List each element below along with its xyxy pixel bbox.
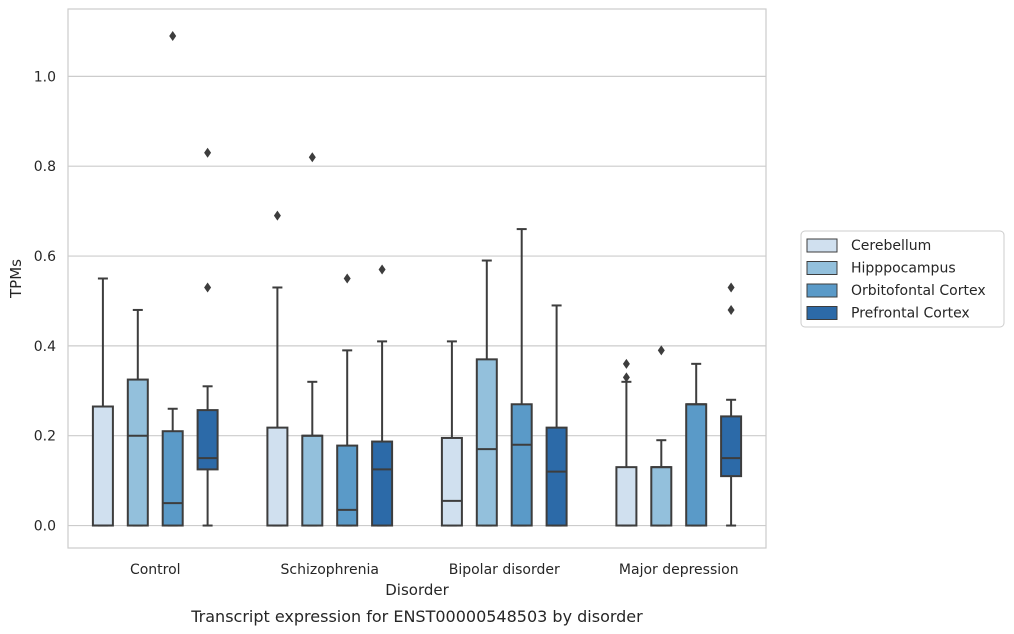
box (196, 409, 219, 471)
series-cerebellum (91, 210, 638, 527)
outlier-point (657, 345, 665, 356)
legend: Cerebellum Hipppocampus Orbitofontal Corte… (800, 230, 1005, 328)
box (371, 440, 394, 527)
outlier-point (169, 30, 177, 41)
x-tick-label: Bipolar disorder (449, 562, 560, 578)
box (475, 358, 498, 527)
y-tick-label: 1.0 (34, 69, 56, 85)
legend-frame (800, 230, 1005, 328)
outlier-point (622, 358, 630, 369)
x-axis-ticks: Control Schizophrenia Bipolar disorder Majo… (130, 562, 739, 578)
legend-swatch (806, 261, 838, 275)
legend-swatch (806, 306, 838, 320)
outlier-point (378, 264, 386, 275)
x-tick-label: Major depression (619, 562, 739, 578)
outlier-point (308, 152, 316, 163)
y-tick-label: 0.4 (34, 339, 56, 355)
box (650, 466, 673, 527)
y-axis-label: TPMs (7, 259, 25, 299)
legend-label: Orbitofontal Cortex (851, 283, 986, 299)
plot-frame (67, 8, 767, 549)
outlier-point (727, 282, 735, 293)
box (266, 426, 289, 527)
box-series (91, 30, 743, 527)
y-axis-ticks: 0.0 0.2 0.4 0.6 0.8 1.0 (34, 69, 56, 534)
y-tick-label: 0.0 (34, 519, 56, 535)
y-tick-label: 0.8 (34, 159, 56, 175)
legend-label: Cerebellum (851, 238, 931, 254)
grid-lines (68, 75, 766, 527)
box (720, 415, 743, 478)
box (615, 466, 638, 527)
legend-swatch (806, 283, 838, 298)
outlier-point (727, 304, 735, 315)
box (336, 444, 359, 527)
box (161, 430, 184, 527)
outlier-point (204, 147, 212, 158)
series-hipppocampus (126, 152, 673, 527)
series-orbitofontal-cortex (161, 30, 708, 527)
box (126, 378, 149, 527)
box (301, 434, 324, 527)
box (440, 436, 463, 527)
y-tick-label: 0.6 (34, 249, 56, 265)
x-axis-label: Disorder (385, 581, 449, 599)
box (91, 405, 114, 527)
box (685, 403, 708, 527)
legend-swatch (806, 238, 838, 253)
x-tick-label: Control (130, 562, 181, 578)
outlier-point (343, 273, 351, 284)
box (545, 426, 568, 527)
outlier-point (622, 372, 630, 383)
box (510, 403, 533, 527)
outlier-point (273, 210, 281, 221)
y-tick-label: 0.2 (34, 429, 56, 445)
outlier-point (204, 282, 212, 293)
series-prefrontal-cortex (196, 147, 743, 527)
legend-label: Prefrontal Cortex (851, 306, 970, 322)
legend-label: Hipppocampus (851, 261, 956, 277)
x-tick-label: Schizophrenia (281, 562, 379, 578)
chart-caption: Transcript expression for ENST0000054850… (190, 607, 643, 626)
